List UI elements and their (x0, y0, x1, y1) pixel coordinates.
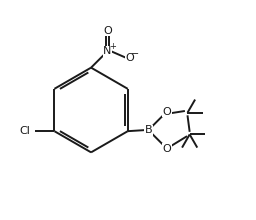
Text: O: O (126, 53, 135, 63)
Text: B: B (145, 125, 152, 135)
Text: O: O (163, 144, 171, 154)
Text: +: + (109, 42, 115, 51)
Text: O: O (103, 26, 112, 36)
Text: O: O (163, 107, 171, 117)
Text: −: − (131, 49, 139, 59)
Text: N: N (103, 46, 112, 56)
Text: Cl: Cl (20, 126, 30, 136)
